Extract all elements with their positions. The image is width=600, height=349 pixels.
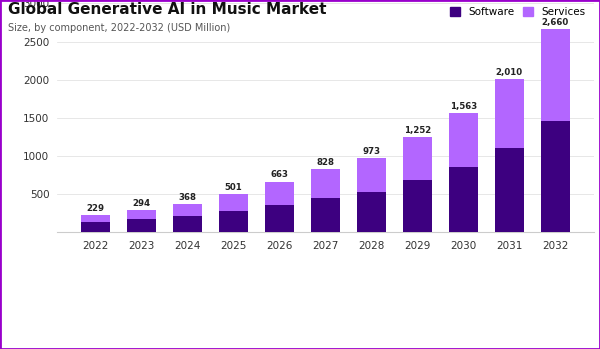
Bar xyxy=(357,158,386,192)
Bar xyxy=(311,169,340,198)
Legend: Software, Services: Software, Services xyxy=(450,7,586,17)
Text: $2660M: $2660M xyxy=(378,310,471,330)
Text: Global Generative AI in Music Market: Global Generative AI in Music Market xyxy=(8,2,326,17)
Text: size for 2032 in USD:: size for 2032 in USD: xyxy=(238,325,349,334)
Bar xyxy=(173,204,202,216)
Text: 828: 828 xyxy=(317,158,335,167)
Bar xyxy=(265,181,294,205)
Bar xyxy=(357,192,386,232)
Text: At the CAGR of:: At the CAGR of: xyxy=(8,325,91,334)
Text: 2,010: 2,010 xyxy=(496,68,523,77)
Text: The Market will Grow: The Market will Grow xyxy=(8,307,122,316)
Text: ONE STOP SHOP FOR THE REPORTS: ONE STOP SHOP FOR THE REPORTS xyxy=(510,329,596,334)
Text: 229: 229 xyxy=(86,203,104,213)
Bar xyxy=(127,219,156,232)
Bar xyxy=(495,79,524,148)
Text: 663: 663 xyxy=(271,170,289,179)
Text: market.us: market.us xyxy=(510,311,573,321)
Text: 28.6%: 28.6% xyxy=(128,310,200,330)
Bar xyxy=(220,194,248,211)
Bar xyxy=(403,137,431,179)
Bar xyxy=(82,222,110,232)
Text: 501: 501 xyxy=(224,183,242,192)
Bar xyxy=(127,210,156,219)
Text: Size, by component, 2022-2032 (USD Million): Size, by component, 2022-2032 (USD Milli… xyxy=(8,23,230,33)
Text: 1,252: 1,252 xyxy=(404,126,431,135)
Bar xyxy=(449,113,478,166)
Bar xyxy=(495,148,524,232)
Bar xyxy=(311,198,340,232)
Bar xyxy=(449,166,478,232)
Bar xyxy=(82,215,110,222)
Text: The forecasted market: The forecasted market xyxy=(238,307,359,316)
Bar xyxy=(403,179,431,232)
Text: 1,563: 1,563 xyxy=(450,102,477,111)
Bar xyxy=(265,205,294,232)
Text: 2,660: 2,660 xyxy=(542,18,569,27)
Bar xyxy=(173,216,202,232)
Text: 368: 368 xyxy=(179,193,197,202)
Text: 294: 294 xyxy=(133,199,151,208)
Text: 973: 973 xyxy=(362,147,380,156)
Bar xyxy=(220,211,248,232)
Bar xyxy=(541,121,569,232)
Bar xyxy=(541,29,569,121)
